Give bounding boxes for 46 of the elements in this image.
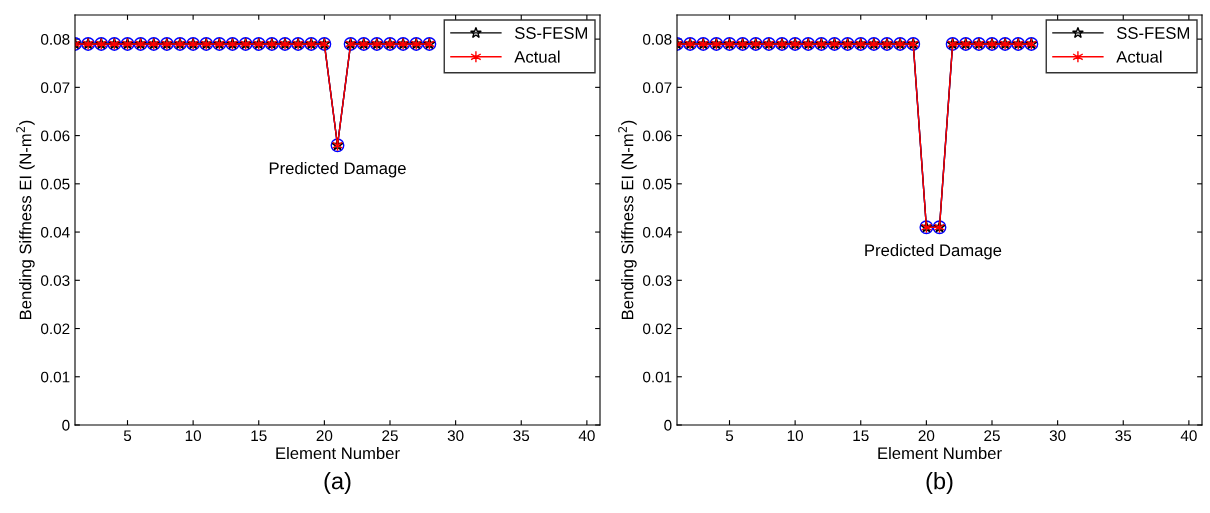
y-tick-label: 0.01 (41, 371, 70, 383)
x-tick-label: 40 (578, 430, 595, 442)
y-tick-label: 0.04 (41, 226, 70, 238)
x-tick-label: 20 (918, 430, 935, 442)
x-tick-label: 30 (447, 430, 464, 442)
y-axis-title: Bending Siffness EI (N-m$^{2}$) (16, 120, 35, 320)
legend-label: SS-FESM (1117, 27, 1189, 39)
y-tick-label: 0.06 (41, 130, 70, 142)
annotation: Predicted Damage (269, 161, 406, 178)
x-axis-title: Element Number (878, 446, 1002, 460)
x-tick-label: 35 (513, 430, 530, 442)
x-tick-label: 15 (251, 430, 267, 442)
x-axis-title: Element Number (276, 446, 400, 460)
x-tick-label: 40 (1180, 430, 1197, 442)
y-tick-label: 0.02 (41, 323, 70, 335)
y-tick-label: 0.07 (643, 82, 672, 94)
y-tick-label: 0.05 (643, 178, 672, 190)
y-tick-label: 0.06 (643, 130, 672, 142)
y-tick-label: 0.08 (41, 33, 70, 45)
legend-label: SS-FESM (515, 27, 587, 39)
text: (b) (926, 472, 953, 495)
y-tick-label: 0.08 (643, 33, 672, 45)
x-tick-label: 35 (1115, 430, 1132, 442)
x-tick-label: 25 (382, 430, 398, 442)
x-tick-label: 15 (853, 430, 869, 442)
y-tick-label: 0.02 (643, 323, 672, 335)
legend-label: Actual (1116, 50, 1162, 63)
x-tick-label: 25 (984, 430, 1000, 442)
y-tick-label: 0 (664, 419, 672, 431)
text: (a) (324, 472, 351, 495)
x-tick-label: 30 (1049, 430, 1066, 442)
x-tick-label: 5 (123, 430, 132, 442)
y-tick-label: 0 (62, 419, 70, 431)
x-tick-label: 10 (787, 430, 804, 442)
x-tick-label: 20 (316, 430, 333, 442)
y-tick-label: 0.03 (41, 275, 70, 286)
y-tick-label: 0.05 (41, 178, 70, 190)
annotation: Predicted Damage (865, 243, 1002, 260)
legend-label: Actual (514, 50, 560, 63)
y-tick-label: 0.01 (643, 371, 672, 383)
x-tick-label: 5 (725, 430, 734, 442)
x-tick-label: 10 (185, 430, 202, 442)
y-tick-label: 0.03 (643, 275, 672, 286)
y-axis-title: Bending Siffness EI (N-m$^{2}$) (618, 120, 637, 320)
y-tick-label: 0.07 (41, 82, 70, 94)
y-tick-label: 0.04 (643, 226, 672, 238)
